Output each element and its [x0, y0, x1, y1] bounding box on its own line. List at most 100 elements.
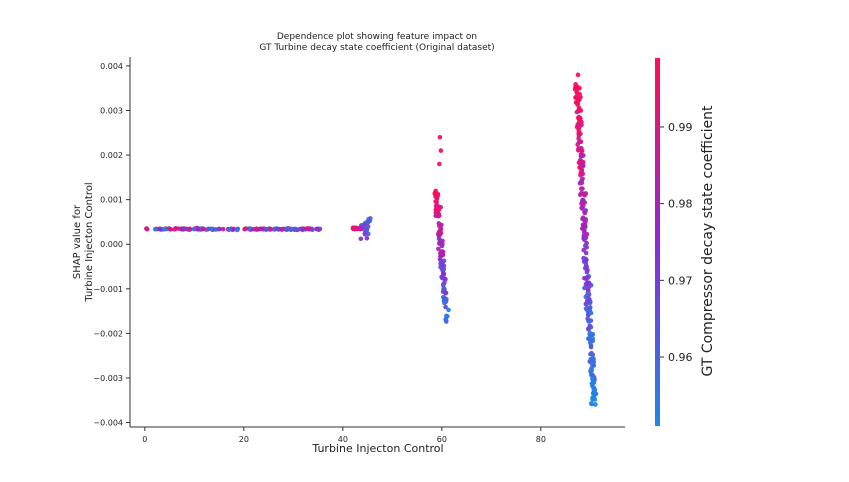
scatter-point — [268, 226, 274, 232]
scatter-point — [438, 257, 443, 262]
scatter-point — [581, 225, 586, 230]
scatter-point — [440, 271, 446, 276]
x-tick-label: 60 — [437, 435, 447, 444]
y-tick-label: −0.002 — [93, 329, 123, 338]
scatter-point — [578, 108, 584, 113]
scatter-point — [295, 227, 300, 233]
scatter-point — [443, 319, 449, 324]
scatter-point — [574, 89, 579, 95]
scatter-point — [437, 161, 442, 167]
scatter-point — [187, 226, 192, 232]
scatter-point — [581, 236, 586, 241]
scatter-point — [578, 94, 583, 100]
chart-title-line-1: Dependence plot showing feature impact o… — [277, 32, 477, 42]
colorbar-ticks: 0.99 0.98 0.97 0.96 — [660, 121, 693, 364]
scatter-point — [243, 226, 249, 231]
scatter-point — [582, 210, 588, 216]
scatter-point — [584, 264, 590, 270]
scatter-point — [580, 176, 585, 182]
scatter-point — [575, 115, 581, 121]
scatter-point — [576, 133, 582, 138]
x-axis-ticks: 0 20 40 60 80 — [142, 427, 546, 444]
scatter-point — [593, 402, 598, 407]
scatter-point — [583, 294, 589, 300]
y-tick-label: 0.002 — [100, 151, 123, 160]
scatter-point — [355, 225, 360, 231]
x-axis-label: Turbine Injecton Control — [311, 442, 443, 455]
scatter-point — [584, 298, 590, 304]
scatter-point — [587, 335, 593, 341]
scatter-point — [583, 250, 589, 256]
x-tick-label: 40 — [338, 435, 348, 444]
scatter-point — [283, 226, 289, 232]
scatter-point — [439, 274, 444, 280]
scatter-point — [577, 165, 582, 170]
scatter-point — [254, 226, 259, 231]
scatter-point — [195, 226, 201, 232]
scatter-point — [590, 395, 596, 400]
scatter-point — [168, 227, 173, 232]
scatter-point — [364, 235, 370, 241]
scatter-point — [586, 319, 591, 324]
scatter-point — [440, 282, 446, 288]
plot-area — [144, 72, 599, 407]
scatter-point — [445, 314, 450, 319]
scatter-point — [593, 391, 599, 397]
scatter-point — [173, 226, 178, 231]
scatter-point — [152, 226, 158, 232]
scatter-point — [582, 243, 588, 249]
y-tick-label: 0.000 — [100, 240, 123, 249]
scatter-point — [436, 221, 442, 226]
y-tick-label: 0.004 — [100, 62, 123, 71]
scatter-point — [217, 226, 222, 232]
colorbar-label: GT Compressor decay state coefficient — [700, 105, 716, 377]
scatter-point — [220, 226, 226, 232]
scatter-point — [438, 230, 444, 235]
scatter-point — [575, 142, 580, 147]
y-axis-label-line-2: Turbine Injecton Control — [84, 182, 95, 302]
scatter-point — [588, 401, 594, 406]
scatter-point — [583, 258, 589, 264]
scatter-point — [590, 352, 596, 358]
scatter-point — [579, 145, 584, 151]
scatter-point — [446, 307, 451, 313]
chart-title-line-2: GT Turbine decay state coefficient (Orig… — [259, 43, 494, 53]
scatter-point — [575, 72, 581, 78]
scatter-point — [579, 205, 584, 211]
scatter-point — [443, 304, 448, 310]
y-tick-label: 0.001 — [100, 196, 123, 205]
y-tick-label: −0.001 — [93, 285, 123, 294]
scatter-point — [586, 290, 591, 296]
scatter-point — [436, 207, 442, 213]
y-axis-label-line-1: SHAP value for — [72, 204, 83, 279]
scatter-point — [300, 226, 305, 232]
colorbar-tick-label: 0.97 — [668, 274, 693, 287]
scatter-point — [179, 226, 184, 232]
scatter-point — [362, 231, 368, 236]
scatter-point — [580, 215, 586, 220]
scatter-point — [314, 226, 319, 232]
scatter-point — [226, 227, 232, 233]
scatter-point — [588, 324, 594, 330]
scatter-point — [362, 223, 368, 229]
scatter-point — [144, 226, 149, 231]
scatter-point — [305, 226, 310, 231]
scatter-point — [578, 159, 584, 165]
scatter-point — [589, 381, 595, 387]
scatter-point — [364, 219, 370, 225]
scatter-point — [580, 197, 585, 203]
scatter-point — [582, 285, 587, 291]
x-tick-label: 80 — [536, 435, 546, 444]
scatter-point — [584, 302, 589, 307]
scatter-point — [263, 227, 269, 232]
scatter-point — [213, 227, 219, 232]
x-tick-label: 20 — [239, 435, 249, 444]
scatter-point — [441, 286, 446, 292]
scatter-point — [587, 330, 593, 336]
scatter-point — [191, 226, 197, 232]
scatter-point — [434, 212, 439, 217]
scatter-point — [309, 226, 315, 232]
scatter-point — [581, 191, 587, 196]
scatter-point — [358, 236, 364, 242]
scatter-point — [588, 310, 594, 316]
